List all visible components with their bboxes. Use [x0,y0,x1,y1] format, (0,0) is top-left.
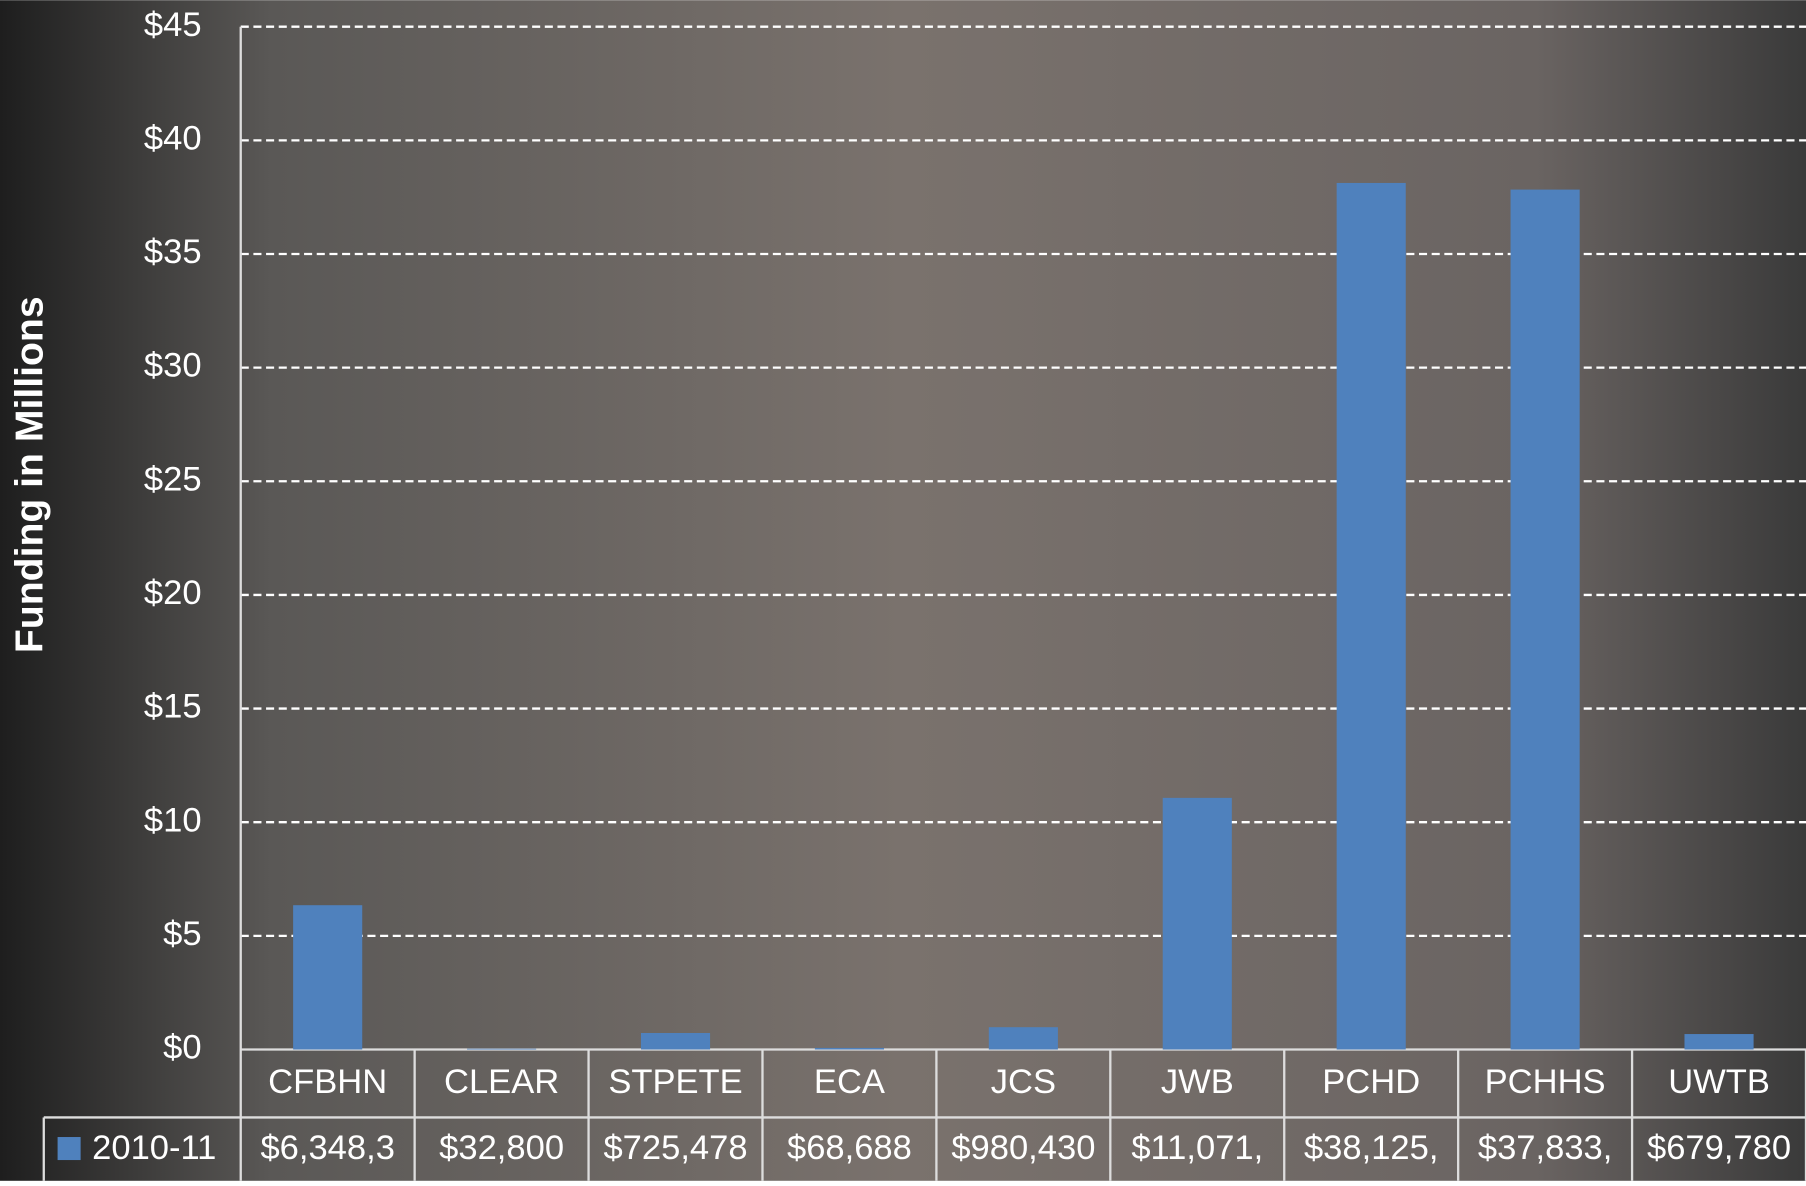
table-value: $679,780 [1647,1129,1791,1167]
y-tick-label: $40 [144,119,202,157]
y-tick-label: $30 [144,347,202,385]
y-tick-label: $20 [144,574,202,612]
bar [293,905,363,1050]
x-tick-label: ECA [814,1063,885,1101]
y-tick-label: $25 [144,460,202,498]
bar [814,1047,884,1050]
bar [1510,189,1580,1050]
y-tick-label: $45 [144,6,202,44]
legend-label: 2010-11 [92,1129,216,1167]
bar [988,1027,1058,1050]
bar [1162,797,1232,1050]
table-value: $32,800 [439,1129,564,1167]
table-value: $725,478 [603,1129,747,1167]
x-tick-label: PCHD [1322,1063,1420,1101]
y-tick-label: $10 [144,801,202,839]
bar [640,1032,711,1050]
y-tick-label: $0 [163,1029,201,1067]
legend-key [57,1137,81,1161]
y-tick-label: $5 [163,915,201,953]
table-value: $11,071, [1131,1129,1263,1167]
bar [1684,1034,1754,1050]
x-tick-label: CFBHN [268,1063,387,1101]
table-value: $980,430 [951,1129,1095,1167]
table-value: $37,833, [1478,1129,1612,1167]
table-value: $38,125, [1304,1129,1438,1167]
bar [467,1048,537,1050]
y-tick-label: $15 [144,688,202,726]
x-tick-label: CLEAR [444,1063,559,1101]
table-value: $6,348,3 [260,1129,394,1167]
x-tick-label: STPETE [608,1063,742,1101]
table-value: $68,688 [787,1129,912,1167]
x-tick-label: UWTB [1668,1063,1770,1101]
x-tick-label: PCHHS [1485,1063,1606,1101]
x-tick-label: JWB [1161,1063,1234,1101]
y-axis-title: Funding in Millions [9,296,52,653]
bar [1336,182,1406,1050]
y-tick-label: $35 [144,233,202,271]
x-tick-label: JCS [991,1063,1056,1101]
